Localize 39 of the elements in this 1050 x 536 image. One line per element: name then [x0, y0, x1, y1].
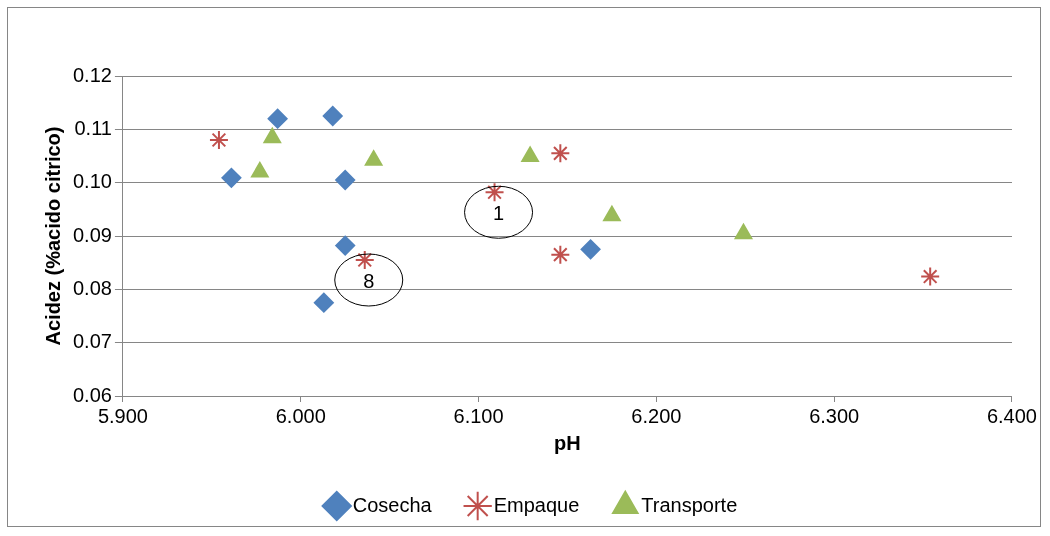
point: [208, 130, 229, 150]
point: [920, 266, 941, 287]
point: [263, 127, 282, 144]
point: [322, 106, 343, 126]
y-tick-label: 0.09: [72, 223, 112, 246]
legend-label: Empaque: [493, 493, 580, 516]
x-tick-label: 5.900: [97, 404, 148, 427]
y-axis-title: Acidez (%acido citrico): [41, 126, 64, 346]
annotation: 8: [363, 269, 375, 292]
x-tick-label: 6.100: [453, 404, 504, 427]
point: [603, 205, 621, 222]
point: [484, 182, 505, 203]
x-tick-label: 6.300: [809, 404, 860, 427]
point: [251, 162, 269, 178]
point: [521, 146, 539, 163]
y-tick-label: 0.07: [72, 330, 112, 353]
point: [221, 167, 242, 188]
y-tick-label: 0.11: [74, 116, 112, 139]
point: [335, 235, 356, 256]
point: [354, 250, 375, 270]
x-axis-title: pH: [554, 431, 581, 454]
x-tick-label: 6.000: [275, 404, 326, 427]
point: [335, 170, 356, 190]
x-tick-label: 6.400: [986, 404, 1038, 427]
y-tick-label: 0.06: [72, 383, 112, 406]
point: [550, 244, 571, 265]
y-tick-label: 0.12: [72, 63, 112, 86]
legend-label: Transporte: [641, 493, 738, 516]
x-tick-label: 6.200: [631, 404, 682, 427]
y-tick-label: 0.10: [72, 170, 112, 193]
point: [267, 108, 288, 129]
point: [580, 239, 601, 260]
point: [364, 150, 383, 166]
point: [550, 143, 571, 164]
point: [734, 223, 753, 240]
y-tick-label: 0.08: [72, 276, 112, 299]
point: [313, 292, 334, 313]
annotation: 1: [492, 201, 505, 224]
legend-label: Cosecha: [352, 493, 433, 516]
